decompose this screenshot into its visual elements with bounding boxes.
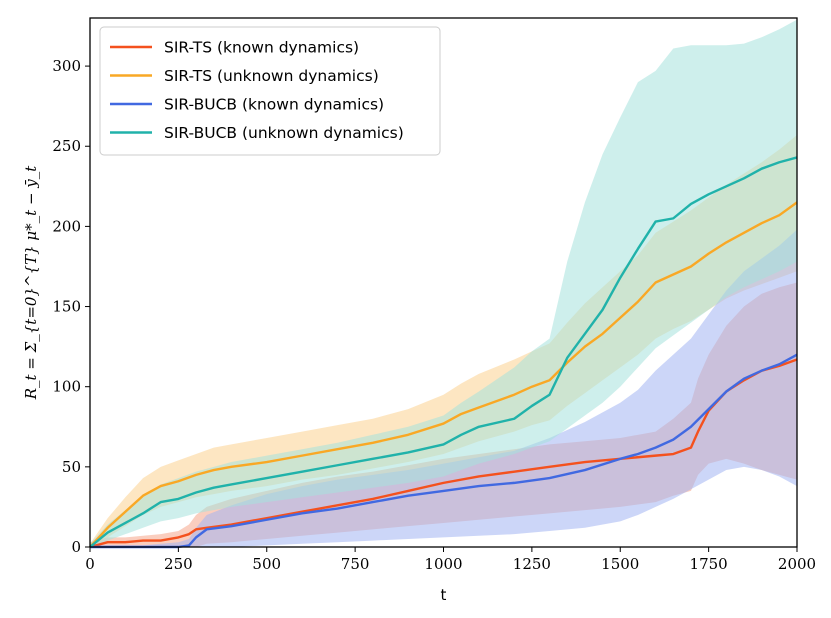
series-lines: [89, 156, 798, 549]
x-tick-label: 2000: [778, 555, 816, 573]
y-tick-label: 50: [62, 458, 81, 476]
x-tick-label: 0: [85, 555, 95, 573]
y-tick-label: 100: [52, 378, 81, 396]
legend-label-sir-ts-known-dynamics: SIR-TS (known dynamics): [164, 39, 359, 57]
x-tick-label: 500: [252, 555, 281, 573]
x-axis-label: t: [441, 586, 447, 604]
legend-box: [99, 26, 441, 156]
x-tick-label: 750: [341, 555, 370, 573]
y-tick-label: 200: [52, 217, 81, 235]
line-sir-bucb-unknown-dynamics: [89, 156, 798, 548]
y-tick-label: 300: [52, 57, 81, 75]
legend-label-sir-ts-unknown-dynamics: SIR-TS (unknown dynamics): [164, 67, 379, 85]
x-tick-label: 1750: [690, 555, 728, 573]
confidence-bands: [90, 19, 797, 548]
y-axis-label: R_t = Σ_{t=0}^{T} μ*_t − ȳ_t: [22, 165, 40, 401]
x-tick-label: 1250: [513, 555, 551, 573]
y-axis-label-text: R_t = Σ_{t=0}^{T} μ*_t − ȳ_t: [22, 165, 40, 401]
x-axis-ticks: 0 250 500 750 1000 1250 1500 1750 2000: [85, 547, 816, 573]
band-sir-ts-unknown-dynamics: [90, 135, 797, 547]
x-tick-label: 250: [164, 555, 193, 573]
legend-label-sir-bucb-known-dynamics: SIR-BUCB (known dynamics): [164, 96, 384, 114]
y-tick-label: 250: [52, 137, 81, 155]
line-sir-ts-unknown-dynamics: [89, 201, 798, 548]
x-tick-label: 1500: [601, 555, 639, 573]
legend: SIR-TS (known dynamics) SIR-TS (unknown d…: [99, 26, 441, 156]
band-sir-bucb-unknown-dynamics: [90, 19, 797, 548]
y-tick-label: 150: [52, 298, 81, 316]
legend-label-sir-bucb-unknown-dynamics: SIR-BUCB (unknown dynamics): [164, 124, 404, 142]
band-sir-bucb-known-dynamics: [90, 229, 797, 547]
y-tick-label: 0: [71, 538, 81, 556]
x-tick-label: 1000: [424, 555, 462, 573]
y-axis-ticks: 0 50 100 150 200 250 300: [52, 57, 90, 556]
